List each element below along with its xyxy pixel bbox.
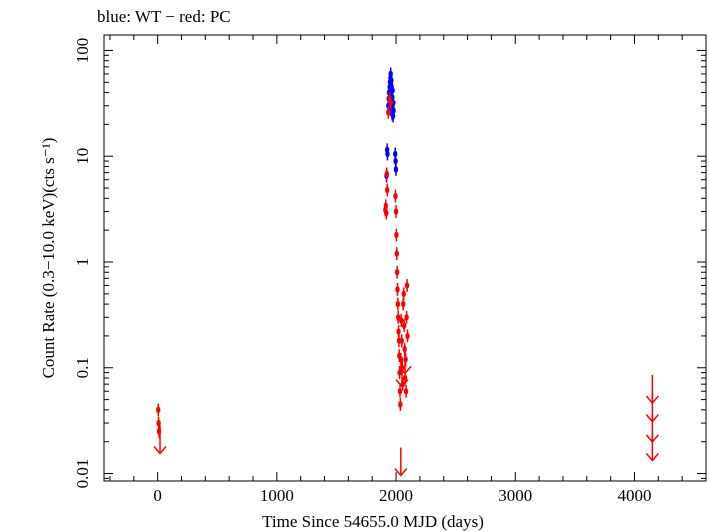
wt-series bbox=[384, 67, 399, 183]
pc-upper-limit-arrow bbox=[153, 425, 167, 455]
pc-upper-limit-arrow bbox=[394, 447, 408, 477]
pc-point bbox=[385, 183, 390, 197]
pc-point bbox=[156, 403, 161, 417]
pc-point bbox=[395, 297, 401, 311]
pc-point bbox=[398, 398, 403, 411]
wt-point bbox=[385, 147, 390, 161]
x-tick-label: 1000 bbox=[260, 486, 294, 505]
y-tick-label: 1 bbox=[73, 258, 92, 267]
y-tick-label: 10 bbox=[73, 148, 92, 165]
y-tick-label: 100 bbox=[73, 38, 92, 64]
wt-point bbox=[393, 163, 399, 176]
pc-point bbox=[399, 334, 404, 348]
y-axis: 0.01 0.1 1 10 100 bbox=[73, 38, 706, 489]
x-tick-label: 0 bbox=[153, 486, 162, 505]
pc-point bbox=[399, 314, 404, 327]
chart-title: blue: WT − red: PC bbox=[97, 7, 231, 26]
pc-point bbox=[386, 105, 391, 119]
pc-point bbox=[405, 329, 410, 343]
pc-point bbox=[394, 228, 399, 242]
wt-point bbox=[391, 104, 396, 118]
x-tick-label: 4000 bbox=[617, 486, 651, 505]
pc-upper-limits bbox=[153, 345, 659, 477]
plot-frame bbox=[103, 34, 707, 482]
pc-point bbox=[397, 366, 402, 380]
x-tick-label: 2000 bbox=[379, 486, 413, 505]
y-tick-label: 0.1 bbox=[73, 357, 92, 378]
pc-point bbox=[395, 283, 400, 296]
y-axis-label: Count Rate (0.3−10.0 keV)(cts s⁻¹) bbox=[39, 138, 58, 379]
x-axis-label: Time Since 54655.0 MJD (days) bbox=[262, 512, 484, 531]
pc-point bbox=[384, 206, 389, 220]
y-tick-label: 0.01 bbox=[73, 459, 92, 489]
pc-point bbox=[394, 247, 399, 261]
wt-point bbox=[390, 83, 395, 97]
pc-point bbox=[404, 279, 410, 292]
x-tick-label: 3000 bbox=[498, 486, 532, 505]
pc-point bbox=[388, 96, 393, 110]
pc-point bbox=[403, 384, 409, 398]
pc-series bbox=[156, 92, 410, 438]
pc-point bbox=[393, 205, 399, 218]
pc-upper-limit-arrow bbox=[645, 432, 659, 462]
pc-point bbox=[384, 167, 389, 181]
pc-point bbox=[401, 319, 407, 333]
pc-point bbox=[394, 265, 400, 279]
pc-point bbox=[397, 384, 403, 398]
pc-point bbox=[401, 287, 406, 301]
pc-point bbox=[396, 310, 401, 324]
pc-upper-limit-arrow bbox=[398, 345, 412, 375]
pc-point bbox=[393, 189, 398, 203]
pc-point bbox=[404, 310, 409, 324]
pc-upper-limit-arrow bbox=[395, 358, 409, 388]
x-axis: 0 1000 2000 3000 4000 bbox=[109, 35, 707, 505]
